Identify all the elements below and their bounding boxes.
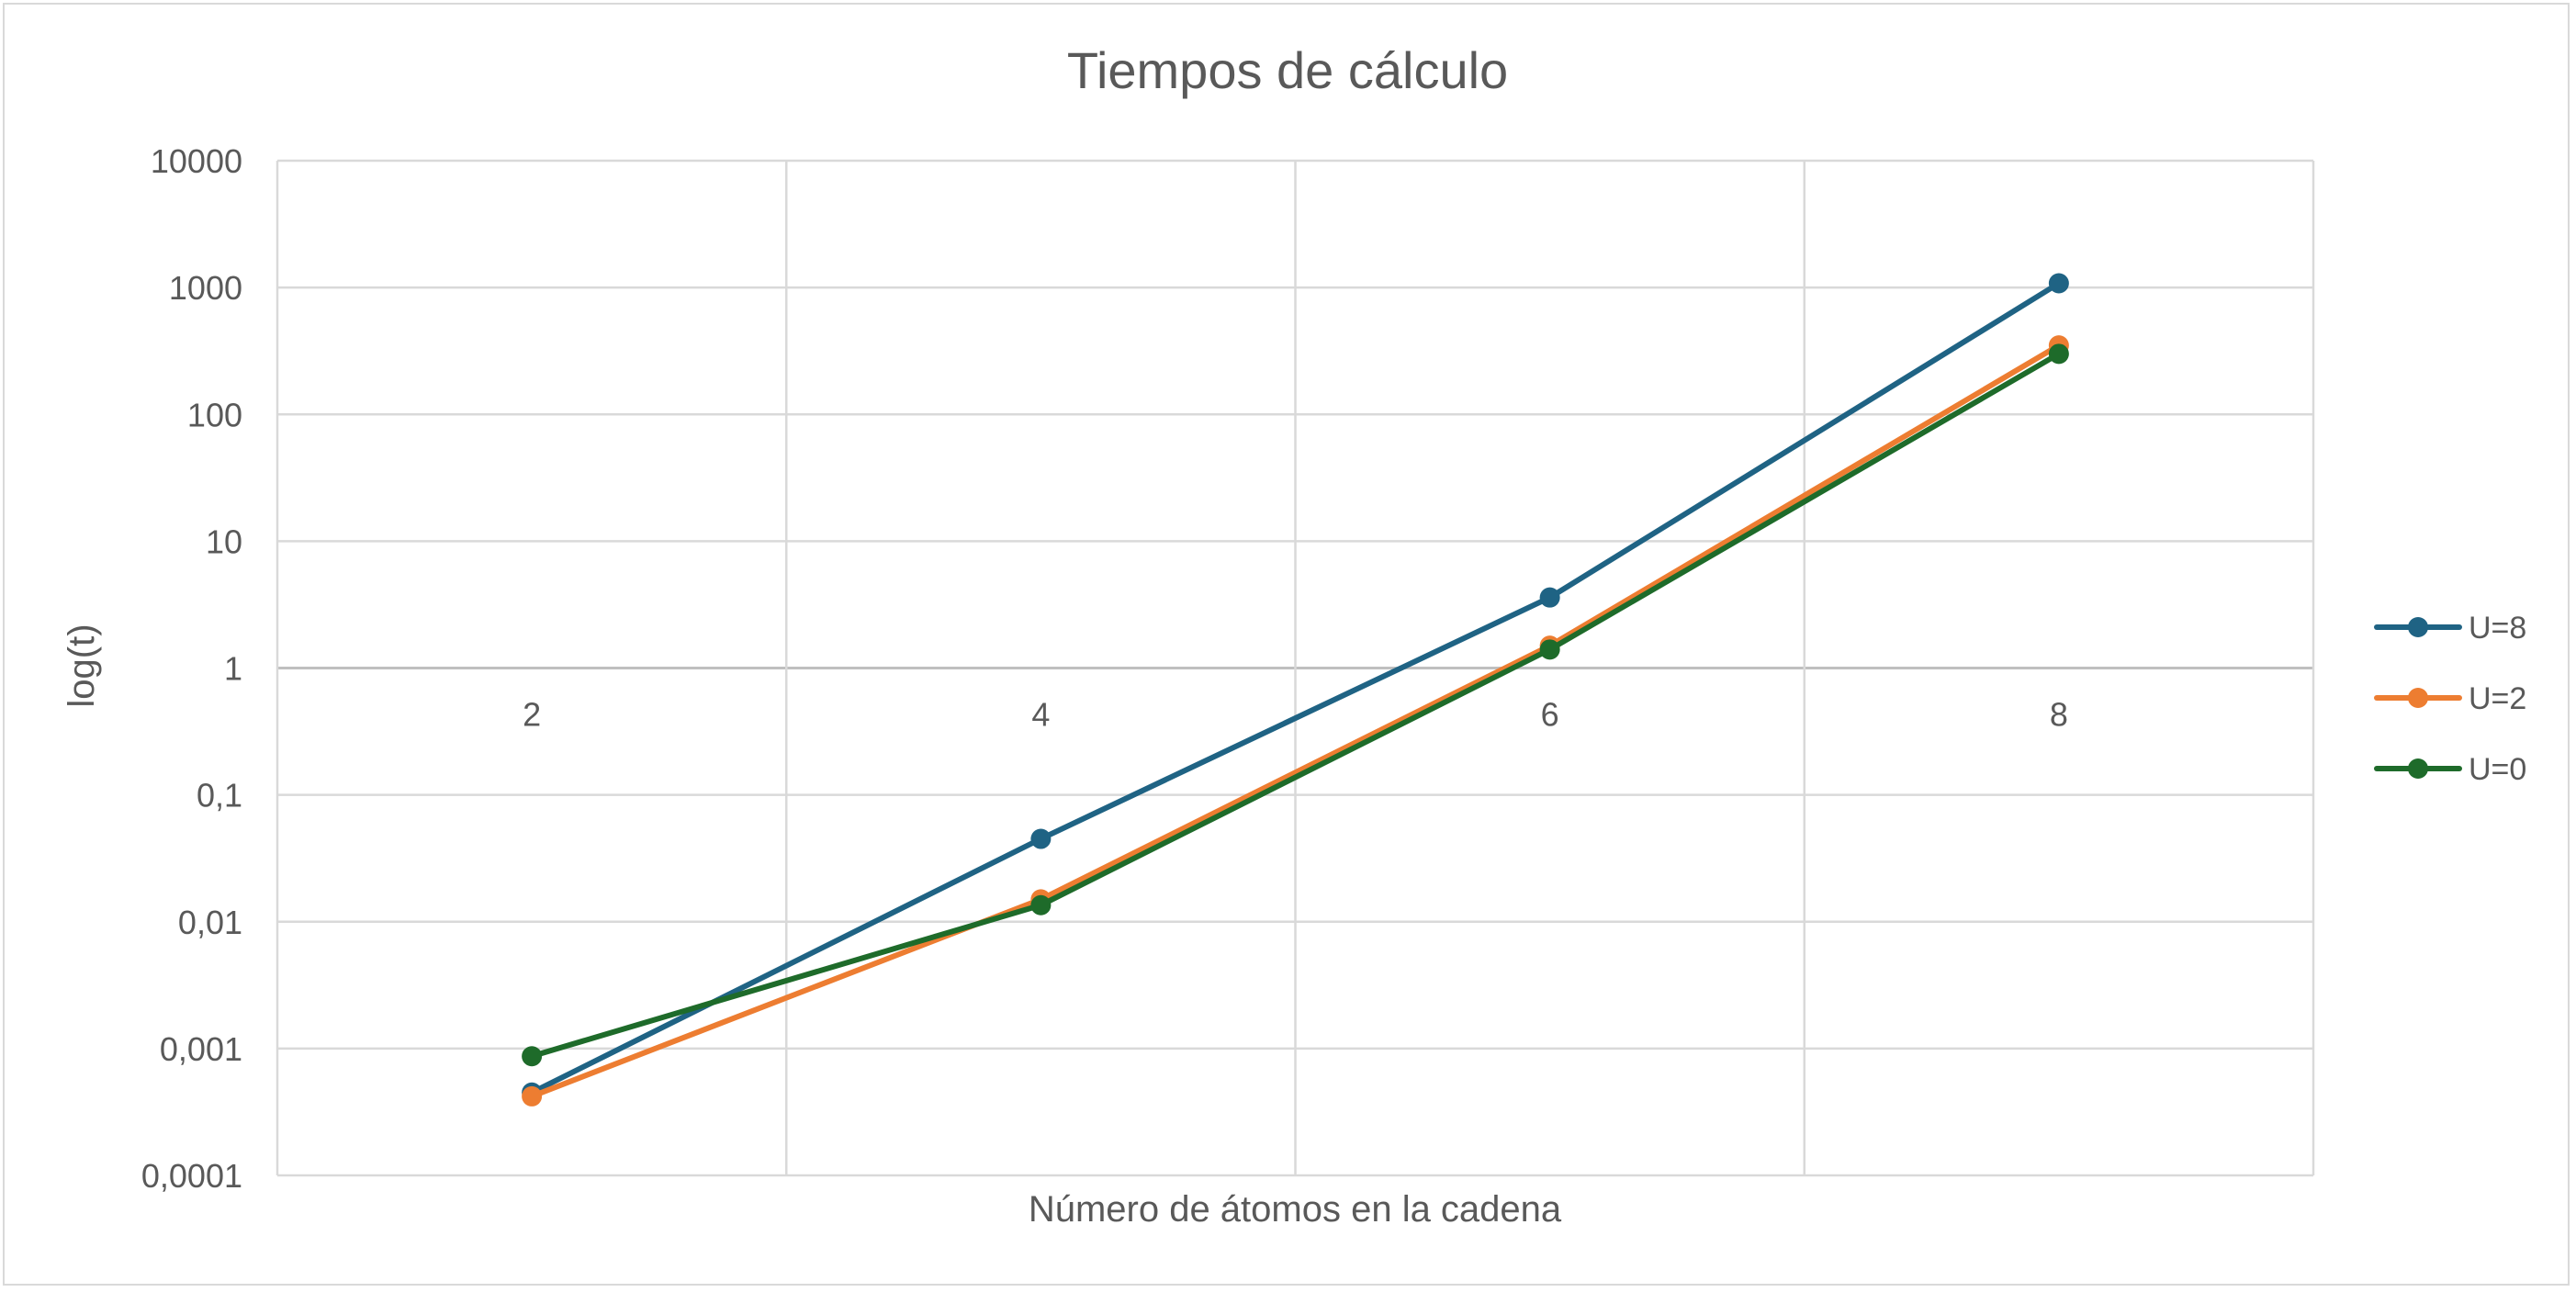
data-point-u-2 — [522, 1085, 543, 1107]
y-tick-label: 0,1 — [197, 777, 242, 815]
legend-item-u-2: U=2 — [2374, 681, 2526, 716]
data-point-u-0 — [1539, 639, 1560, 660]
y-tick-label: 0,001 — [160, 1030, 242, 1068]
data-point-u-0 — [522, 1046, 543, 1067]
data-point-u-0 — [2048, 343, 2069, 365]
data-point-u-0 — [1030, 894, 1052, 916]
x-axis-ticks: 2 4 6 8 — [523, 696, 2068, 734]
series-u-0 — [522, 343, 2069, 1067]
chart-title: Tiempos de cálculo — [1067, 41, 1508, 99]
legend-label-u-0: U=0 — [2469, 752, 2526, 787]
legend-item-u-8: U=8 — [2374, 611, 2526, 646]
legend-marker-u-2 — [2408, 688, 2428, 708]
y-tick-label: 0,01 — [178, 904, 242, 941]
x-tick-label: 6 — [1541, 696, 1559, 734]
legend-marker-u-8 — [2408, 617, 2428, 637]
series-line-u-0 — [529, 351, 2062, 1060]
y-axis-label: log(t) — [62, 624, 102, 707]
x-tick-label: 8 — [2050, 696, 2068, 734]
chart-frame — [3, 3, 2570, 1286]
y-tick-label: 100 — [187, 396, 242, 433]
y-tick-label: 0,0001 — [141, 1157, 242, 1195]
y-tick-label: 1 — [224, 650, 242, 688]
series-line-u-2 — [529, 343, 2062, 1099]
legend-item-u-0: U=0 — [2374, 752, 2526, 787]
legend-label-u-2: U=2 — [2469, 681, 2526, 716]
legend-marker-u-0 — [2408, 758, 2428, 779]
y-tick-label: 10000 — [151, 142, 242, 180]
series-line-u-8 — [529, 280, 2062, 1095]
legend-label-u-8: U=8 — [2469, 611, 2526, 646]
x-tick-label: 4 — [1031, 696, 1050, 734]
data-point-u-8 — [1539, 587, 1560, 608]
y-axis-ticks: 10000 1000 100 10 1 0,1 0,01 0,001 0,0001 — [141, 142, 242, 1195]
x-axis-label: Número de átomos en la cadena — [1029, 1189, 1562, 1230]
legend: U=8 U=2 U=0 — [2374, 611, 2526, 787]
series-layer — [522, 273, 2069, 1107]
y-tick-label: 1000 — [169, 269, 242, 307]
data-point-u-8 — [2048, 273, 2069, 294]
x-tick-label: 2 — [523, 696, 541, 734]
grid-layer — [276, 159, 2315, 1177]
data-point-u-8 — [1030, 828, 1052, 849]
y-tick-label: 10 — [206, 522, 242, 560]
